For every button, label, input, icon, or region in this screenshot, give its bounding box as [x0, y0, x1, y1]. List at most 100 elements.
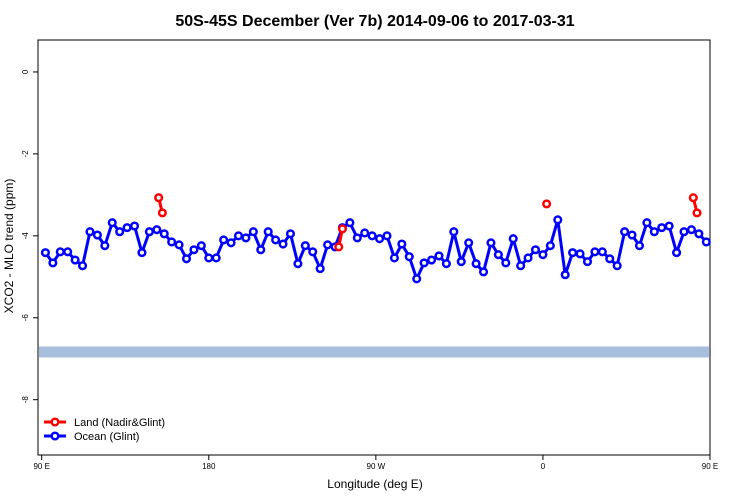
data-point — [174, 240, 184, 250]
data-point — [568, 248, 578, 258]
data-point — [426, 255, 437, 265]
data-point — [523, 253, 533, 263]
data-point — [345, 218, 355, 228]
data-point — [605, 254, 615, 264]
data-point — [115, 227, 125, 237]
legend-marker — [50, 431, 60, 441]
data-point — [92, 230, 102, 240]
data-point — [449, 227, 459, 237]
data-point — [701, 237, 711, 247]
x-tick-label: 90 E — [702, 462, 718, 471]
y-tick-label: -6 — [21, 314, 30, 322]
data-point — [530, 245, 541, 255]
legend-label: Ocean (Glint) — [74, 431, 139, 443]
data-point — [538, 250, 548, 260]
data-point — [337, 224, 347, 234]
data-point — [196, 241, 206, 251]
data-point — [167, 237, 177, 247]
x-axis-label: Longitude (deg E) — [327, 477, 422, 491]
data-point — [486, 238, 496, 248]
data-point — [441, 259, 451, 269]
data-point — [323, 240, 333, 250]
data-point — [144, 227, 154, 237]
data-point — [516, 261, 526, 271]
sample-band — [39, 346, 709, 358]
data-point — [70, 255, 80, 265]
chart-title: 50S-45S December (Ver 7b) 2014-09-06 to … — [175, 13, 574, 30]
y-tick-label: -8 — [21, 396, 30, 404]
data-point — [389, 253, 399, 263]
data-point — [560, 270, 570, 280]
data-point — [471, 259, 481, 269]
data-point — [649, 227, 659, 237]
data-point — [285, 229, 296, 239]
data-point — [688, 193, 698, 203]
data-point — [219, 235, 229, 245]
y-tick-label: -2 — [21, 150, 30, 158]
data-point — [367, 231, 377, 241]
data-point — [404, 252, 414, 262]
data-point — [100, 241, 110, 251]
data-point — [278, 239, 288, 249]
data-point — [360, 228, 370, 238]
x-tick-label: 90 W — [367, 462, 386, 471]
data-point — [263, 227, 273, 237]
data-point — [375, 234, 385, 244]
data-point — [634, 241, 645, 251]
data-point — [478, 267, 489, 277]
data-point — [434, 251, 444, 261]
data-point — [256, 245, 266, 255]
data-point — [627, 230, 637, 240]
data-point — [300, 241, 310, 251]
data-point — [226, 238, 236, 248]
data-point — [419, 258, 429, 268]
data-point — [590, 247, 600, 257]
data-point — [63, 247, 73, 257]
data-point — [664, 221, 674, 231]
data-point — [48, 258, 58, 268]
data-point — [493, 250, 503, 260]
data-point — [78, 261, 88, 271]
x-tick-label: 0 — [541, 462, 546, 471]
data-point — [189, 245, 199, 255]
y-tick-label: -4 — [21, 232, 30, 240]
legend-label: Land (Nadir&Glint) — [74, 417, 165, 429]
data-point — [694, 229, 704, 239]
legend-marker — [50, 417, 60, 427]
data-point — [122, 223, 132, 233]
data-point — [382, 231, 392, 241]
data-point — [181, 254, 192, 264]
data-point — [308, 247, 318, 257]
x-tick-label: 180 — [202, 462, 216, 471]
data-point — [293, 259, 303, 269]
y-axis-label: XCO2 - MLO trend (ppm) — [2, 179, 16, 314]
data-point — [129, 221, 140, 231]
data-point — [692, 208, 702, 218]
data-point — [157, 208, 167, 218]
data-point — [152, 225, 162, 235]
data-point — [352, 233, 362, 243]
data-point — [686, 225, 696, 235]
data-point — [85, 227, 95, 237]
data-point — [211, 253, 221, 263]
data-point — [233, 231, 244, 241]
y-tick-label: 0 — [21, 69, 30, 74]
data-point — [575, 249, 585, 259]
data-point — [612, 261, 622, 271]
data-point — [508, 234, 518, 244]
data-point — [620, 227, 630, 237]
data-point — [107, 218, 117, 228]
data-point — [40, 248, 50, 258]
data-point — [241, 233, 251, 243]
data-point — [597, 247, 607, 257]
data-point — [271, 235, 281, 245]
data-point — [542, 199, 552, 209]
data-point — [545, 241, 555, 251]
data-point — [642, 218, 652, 228]
data-point — [397, 239, 407, 249]
data-point — [412, 274, 422, 284]
data-point — [55, 247, 65, 257]
data-point — [456, 257, 466, 267]
data-point — [553, 215, 563, 225]
